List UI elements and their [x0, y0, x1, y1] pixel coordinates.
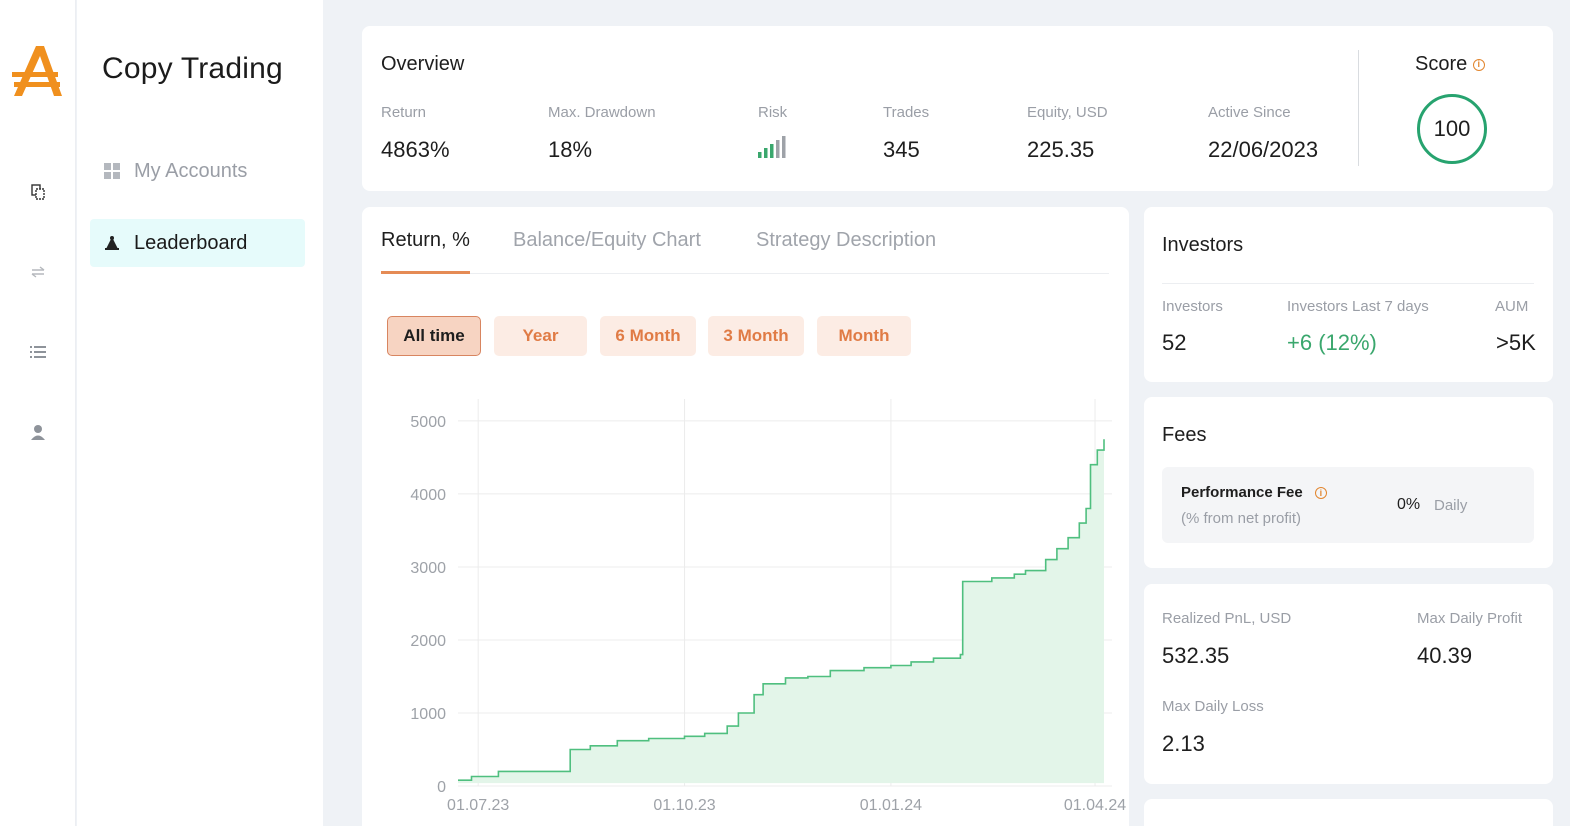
- return-area: [458, 439, 1104, 784]
- tab-balance-equity[interactable]: Balance/Equity Chart: [513, 229, 701, 251]
- risk-bar: [782, 136, 786, 158]
- max-daily-profit-value: 40.39: [1417, 643, 1473, 668]
- equity-label: Equity, USD: [1027, 104, 1108, 121]
- grid-icon: [102, 161, 122, 181]
- period-year[interactable]: Year: [494, 316, 587, 356]
- active-tab-indicator: [381, 271, 470, 274]
- aum-value: >5K: [1496, 330, 1536, 355]
- risk-label: Risk: [758, 104, 788, 121]
- performance-fee-header: Performance Fee i: [1181, 484, 1327, 501]
- x-tick-label: 01.07.23: [447, 797, 509, 814]
- divider: [1162, 283, 1534, 284]
- risk-meter-icon: [758, 136, 786, 158]
- period-all-time[interactable]: All time: [387, 316, 481, 356]
- overview-title: Overview: [381, 53, 465, 75]
- investors-card: Investors Investors 52 Investors Last 7 …: [1144, 207, 1553, 382]
- nav-item-label: My Accounts: [134, 159, 248, 182]
- aum-label: AUM: [1495, 298, 1529, 315]
- period-6-month[interactable]: 6 Month: [600, 316, 696, 356]
- max-daily-loss-label: Max Daily Loss: [1162, 698, 1264, 715]
- active-since-label: Active Since: [1208, 104, 1291, 121]
- drawdown-value: 18%: [548, 137, 593, 162]
- period-3-month[interactable]: 3 Month: [708, 316, 804, 356]
- risk-bar: [776, 140, 780, 158]
- nav-item-my-accounts[interactable]: My Accounts: [90, 147, 305, 195]
- icon-rail: [0, 0, 76, 826]
- investors-count-value: 52: [1162, 330, 1187, 355]
- nav-item-leaderboard[interactable]: Leaderboard: [90, 219, 305, 267]
- investors-last7-label: Investors Last 7 days: [1287, 298, 1429, 315]
- return-chart: 0 1000 2000 3000 4000 5000 01.07.23 01.10.23 01.…: [410, 399, 1126, 814]
- performance-fee-value: 0%: [1397, 496, 1421, 513]
- realized-pnl-value: 532.35: [1162, 643, 1230, 668]
- user-icon[interactable]: [26, 420, 50, 444]
- period-month[interactable]: Month: [817, 316, 911, 356]
- tab-strategy-description[interactable]: Strategy Description: [756, 229, 937, 251]
- app-logo-icon: [12, 46, 62, 96]
- risk-bar: [764, 148, 768, 158]
- max-daily-profit-label: Max Daily Profit: [1417, 610, 1523, 627]
- investors-title: Investors: [1162, 234, 1244, 256]
- y-tick-label: 0: [437, 779, 446, 796]
- performance-fee-sub: (% from net profit): [1181, 510, 1302, 527]
- copy-icon[interactable]: [26, 180, 50, 204]
- return-line: [458, 439, 1105, 781]
- trades-value: 345: [883, 137, 920, 162]
- y-tick-label: 2000: [410, 633, 446, 650]
- x-tick-label: 01.10.23: [653, 797, 715, 814]
- score-header: Score i: [1415, 53, 1485, 76]
- info-icon[interactable]: i: [1314, 487, 1327, 500]
- risk-bar: [758, 152, 762, 158]
- nav-panel: Copy Trading My Accounts Leaderboard: [77, 0, 323, 826]
- return-value: 4863%: [381, 137, 450, 162]
- investors-last7-value: +6 (12%): [1287, 330, 1377, 355]
- active-since-value: 22/06/2023: [1208, 137, 1319, 162]
- max-daily-loss-value: 2.13: [1162, 731, 1205, 756]
- investors-count-label: Investors: [1162, 298, 1223, 315]
- fees-title: Fees: [1162, 424, 1207, 446]
- x-tick-label: 01.01.24: [860, 797, 922, 814]
- risk-bar: [770, 144, 774, 158]
- y-tick-label: 5000: [410, 414, 446, 431]
- app-title: Copy Trading: [102, 52, 283, 85]
- x-tick-label: 01.04.24: [1064, 797, 1126, 814]
- trades-label: Trades: [883, 104, 930, 121]
- tab-return[interactable]: Return, %: [381, 229, 470, 251]
- realized-pnl-label: Realized PnL, USD: [1162, 610, 1292, 627]
- info-icon[interactable]: i: [1472, 58, 1485, 71]
- equity-value: 225.35: [1027, 137, 1095, 162]
- tab-divider: [381, 273, 1109, 274]
- score-ring: 100: [1417, 94, 1487, 164]
- y-tick-label: 4000: [410, 487, 446, 504]
- leaderboard-icon: [102, 233, 122, 253]
- chart-card: Return, % Balance/Equity Chart Strategy …: [362, 207, 1129, 826]
- return-label: Return: [381, 104, 427, 121]
- nav-item-label: Leaderboard: [134, 231, 248, 254]
- list-icon[interactable]: [26, 340, 50, 364]
- more-card: [1144, 799, 1553, 826]
- y-tick-label: 1000: [410, 706, 446, 723]
- fees-card: Fees Performance Fee i (% from net profi…: [1144, 397, 1553, 568]
- performance-fee-period: Daily: [1434, 497, 1468, 514]
- pnl-card: Realized PnL, USD 532.35 Max Daily Profi…: [1144, 584, 1553, 784]
- drawdown-label: Max. Drawdown: [548, 104, 656, 121]
- overview-card: Overview Return 4863% Max. Drawdown 18% …: [362, 26, 1553, 191]
- score-label: Score: [1415, 53, 1468, 75]
- performance-fee-box: Performance Fee i (% from net profit) 0%…: [1162, 467, 1534, 543]
- transfer-icon[interactable]: [26, 260, 50, 284]
- divider: [1358, 50, 1359, 166]
- performance-fee-label: Performance Fee: [1181, 484, 1303, 501]
- y-tick-label: 3000: [410, 560, 446, 577]
